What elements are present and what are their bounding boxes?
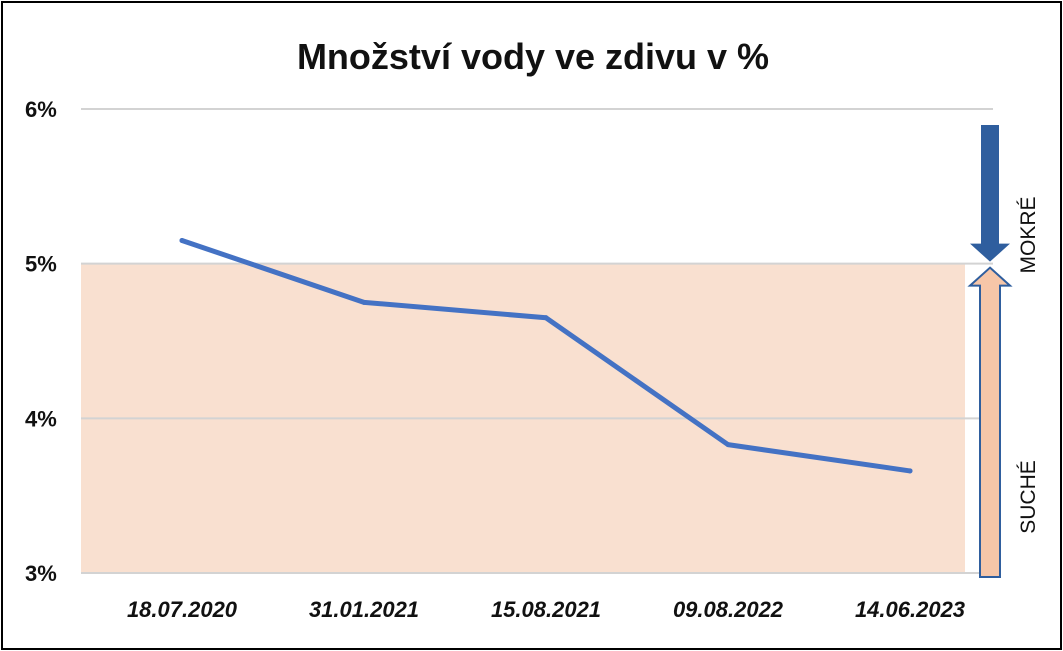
wet-arrow (970, 125, 1010, 262)
y-tick-label: 4% (25, 406, 57, 431)
x-tick-label: 09.08.2022 (673, 597, 784, 622)
x-tick-label: 15.08.2021 (491, 597, 601, 622)
dry-arrow (967, 266, 1013, 578)
wet-zone-label: MOKRÉ (1017, 196, 1040, 273)
data-point (725, 442, 731, 448)
dry-zone-label: SUCHÉ (1017, 460, 1040, 534)
y-tick-label: 6% (25, 97, 57, 122)
chart-title: Množství vody ve zdivu v % (297, 36, 769, 77)
y-tick-label: 3% (25, 561, 57, 586)
y-tick-label: 5% (25, 252, 57, 277)
x-tick-label: 31.01.2021 (309, 597, 419, 622)
data-point (361, 299, 367, 305)
x-tick-label: 18.07.2020 (127, 597, 238, 622)
line-chart: MOKRÉ SUCHÉ Množství vody ve zdivu v % 3%… (25, 36, 1040, 622)
data-point (179, 237, 185, 243)
x-tick-label: 14.06.2023 (855, 597, 965, 622)
data-point (543, 315, 549, 321)
data-point (907, 468, 913, 474)
